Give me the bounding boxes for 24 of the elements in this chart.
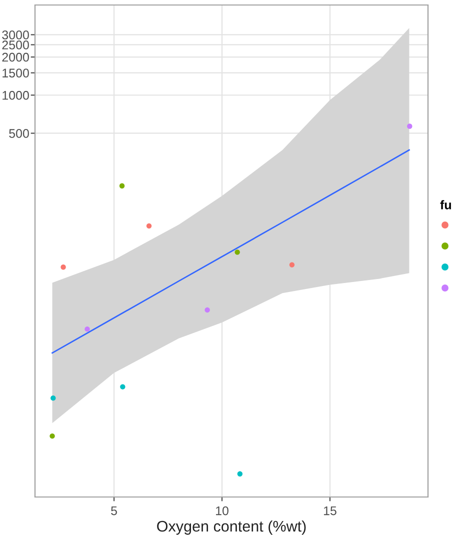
point	[60, 264, 66, 270]
y-tick-label: 1000	[2, 90, 29, 100]
x-tick-label: 5	[111, 506, 117, 516]
point	[234, 250, 240, 255]
point	[50, 433, 55, 439]
line-series	[52, 149, 410, 354]
point	[120, 384, 126, 390]
y-tick-label: 500	[9, 129, 29, 138]
point	[146, 223, 152, 229]
x-tick-label: 10	[216, 506, 228, 516]
point	[50, 395, 56, 401]
point	[407, 124, 412, 129]
point	[119, 183, 125, 188]
y-tick-label: 2500	[2, 40, 29, 50]
legend-title: fu	[440, 200, 451, 210]
point	[84, 326, 90, 332]
y-tick-label: 1500	[2, 68, 29, 78]
point	[289, 262, 295, 268]
y-tick-label: 3000	[2, 30, 29, 40]
y-tick-label: 2000	[2, 52, 29, 62]
x-tick-label: 15	[324, 506, 336, 516]
point	[237, 471, 243, 476]
point	[204, 307, 210, 313]
x-axis-title: Oxygen content (%wt)	[157, 520, 306, 535]
